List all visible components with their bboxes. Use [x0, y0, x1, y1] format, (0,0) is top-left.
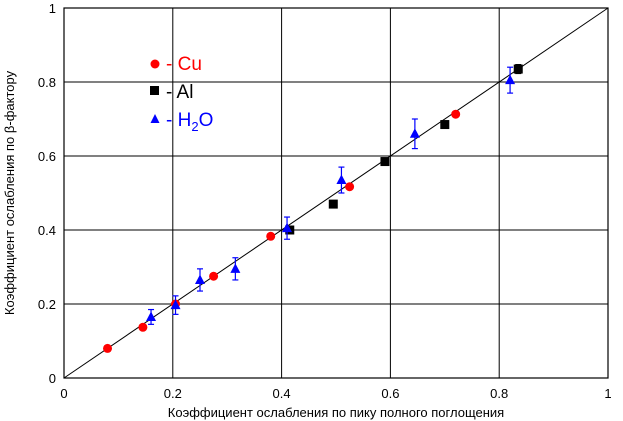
y-tick-label: 0.8	[38, 75, 56, 90]
x-tick-label: 0.6	[381, 386, 399, 401]
data-point-cu	[266, 231, 276, 241]
legend-h2o-marker	[150, 114, 160, 123]
x-tick-label: 0	[60, 386, 67, 401]
data-marks	[103, 64, 523, 353]
data-point-h2o	[282, 222, 293, 233]
data-point-h2o	[146, 311, 157, 321]
legend-h2o-label: - H2O	[166, 110, 213, 134]
data-point-cu	[345, 182, 355, 192]
y-axis-label: Коэффициент ослабления по β-фактору	[2, 70, 17, 315]
data-point-al	[440, 120, 450, 130]
data-point-al	[328, 199, 338, 209]
data-point-cu	[451, 109, 461, 119]
x-tick-label: 0.2	[164, 386, 182, 401]
data-point-h2o	[505, 74, 516, 85]
x-tick-label: 0.8	[490, 386, 508, 401]
data-point-al	[513, 64, 523, 74]
y-tick-label: 0.4	[38, 223, 56, 238]
data-point-h2o	[336, 174, 347, 185]
data-point-cu	[103, 343, 113, 353]
data-point-h2o	[230, 263, 241, 273]
grid	[64, 8, 608, 378]
data-point-al	[380, 157, 390, 167]
y-tick-label: 0.6	[38, 149, 56, 164]
y-tick-label: 1	[49, 1, 56, 16]
legend-cu-marker	[150, 59, 160, 69]
x-tick-label: 1	[604, 386, 611, 401]
data-point-cu	[138, 322, 148, 332]
x-tick-label: 0.4	[273, 386, 291, 401]
ticks: 0 0.2 0.4 0.6 0.8 1 0 0.2 0.4 0.6 0.8 1	[38, 1, 612, 401]
data-point-h2o	[409, 128, 420, 138]
legend-al-marker	[150, 86, 159, 95]
data-point-h2o	[170, 299, 181, 310]
series-2	[146, 66, 516, 325]
legend: - Cu - Al - H2O	[150, 54, 213, 134]
data-point-h2o	[195, 274, 205, 284]
plot-frame	[63, 7, 609, 379]
legend-cu-label: - Cu	[166, 54, 202, 75]
x-axis-label: Коэффициент ослабления по пику полного п…	[168, 405, 504, 420]
y-tick-label: 0	[49, 371, 56, 386]
y-tick-label: 0.2	[38, 297, 56, 312]
legend-al-label: - Al	[166, 82, 193, 103]
data-point-cu	[209, 271, 219, 281]
